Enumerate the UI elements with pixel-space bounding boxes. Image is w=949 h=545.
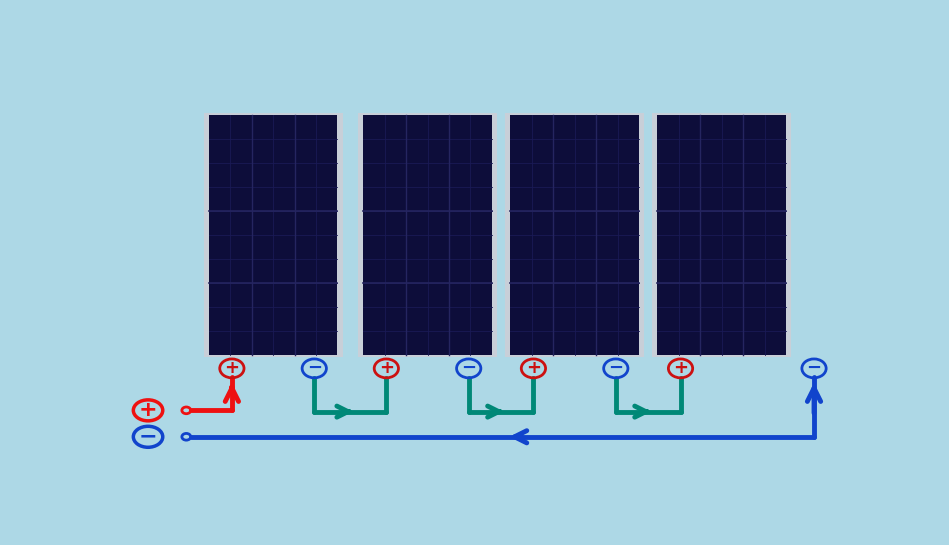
Text: +: + (379, 359, 394, 377)
Text: −: − (139, 427, 158, 447)
Bar (505, 113, 644, 357)
Text: −: − (461, 359, 476, 377)
Text: +: + (673, 359, 688, 377)
Bar (511, 115, 639, 355)
Text: +: + (224, 359, 239, 377)
Bar (204, 113, 343, 357)
Bar (209, 115, 338, 355)
Bar (658, 115, 786, 355)
Text: −: − (807, 359, 822, 377)
Text: +: + (139, 401, 158, 420)
Text: −: − (307, 359, 322, 377)
Bar (652, 113, 791, 357)
Bar (363, 115, 492, 355)
Text: +: + (526, 359, 541, 377)
Bar (358, 113, 497, 357)
Text: −: − (608, 359, 623, 377)
